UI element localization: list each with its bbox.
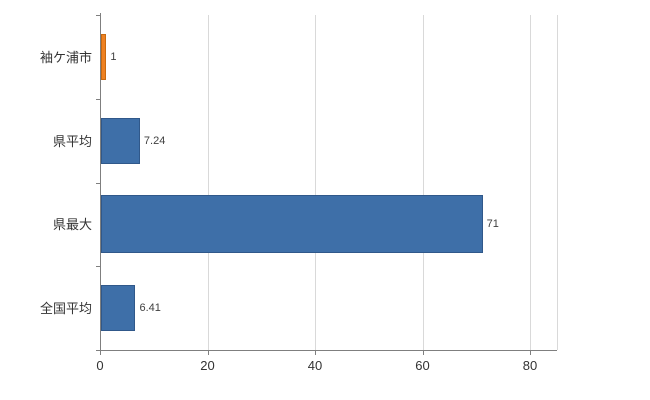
bar-value-label: 7.24: [143, 134, 166, 147]
bar: [101, 33, 107, 80]
x-tick-label: 80: [522, 358, 538, 373]
bar-value-label: 1: [110, 50, 117, 63]
gridline: [315, 15, 316, 350]
category-label: 袖ケ浦市: [39, 49, 92, 65]
gridline: [207, 15, 209, 350]
category-label: 全国平均: [39, 301, 92, 317]
y-tick-mark: [96, 266, 100, 268]
bar: [101, 117, 140, 164]
plot-border: [557, 15, 558, 350]
x-tick-mark: [100, 350, 101, 355]
bar-value-label: 6.41: [139, 302, 161, 315]
x-tick-mark: [207, 350, 209, 355]
y-tick-mark: [96, 350, 100, 351]
category-label: 県平均: [52, 133, 92, 149]
category-label: 県最大: [52, 217, 92, 233]
gridline: [422, 15, 424, 350]
x-tick-mark: [530, 350, 531, 355]
x-tick-label: 20: [200, 358, 215, 373]
x-axis-line: [100, 350, 557, 351]
x-tick-label: 0: [96, 358, 104, 373]
y-tick-mark: [96, 98, 100, 100]
x-tick-label: 40: [307, 358, 323, 373]
gridline: [530, 15, 531, 350]
bar: [101, 195, 483, 254]
x-tick-label: 60: [415, 358, 430, 373]
bar: [101, 285, 136, 332]
x-tick-mark: [422, 350, 424, 355]
y-axis-line: [100, 13, 101, 350]
y-tick-mark: [96, 15, 100, 16]
x-tick-mark: [315, 350, 316, 355]
bar-value-label: 71: [486, 218, 499, 231]
y-tick-mark: [96, 182, 100, 184]
